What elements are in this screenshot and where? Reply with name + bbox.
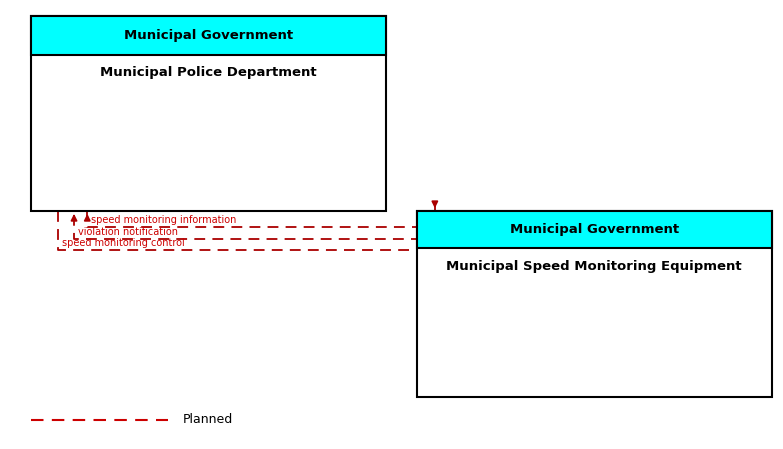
Text: speed monitoring information: speed monitoring information — [91, 215, 236, 225]
Bar — [31, 16, 386, 55]
Text: violation notification: violation notification — [78, 227, 178, 237]
Text: Municipal Speed Monitoring Equipment: Municipal Speed Monitoring Equipment — [446, 260, 742, 273]
Text: speed monitoring control: speed monitoring control — [63, 238, 185, 248]
Bar — [31, 16, 386, 211]
Text: Planned: Planned — [183, 414, 233, 426]
Bar — [417, 211, 771, 397]
Bar — [417, 211, 771, 248]
Text: Municipal Police Department: Municipal Police Department — [100, 66, 317, 79]
Text: Municipal Government: Municipal Government — [124, 29, 293, 42]
Text: Municipal Government: Municipal Government — [510, 223, 679, 236]
